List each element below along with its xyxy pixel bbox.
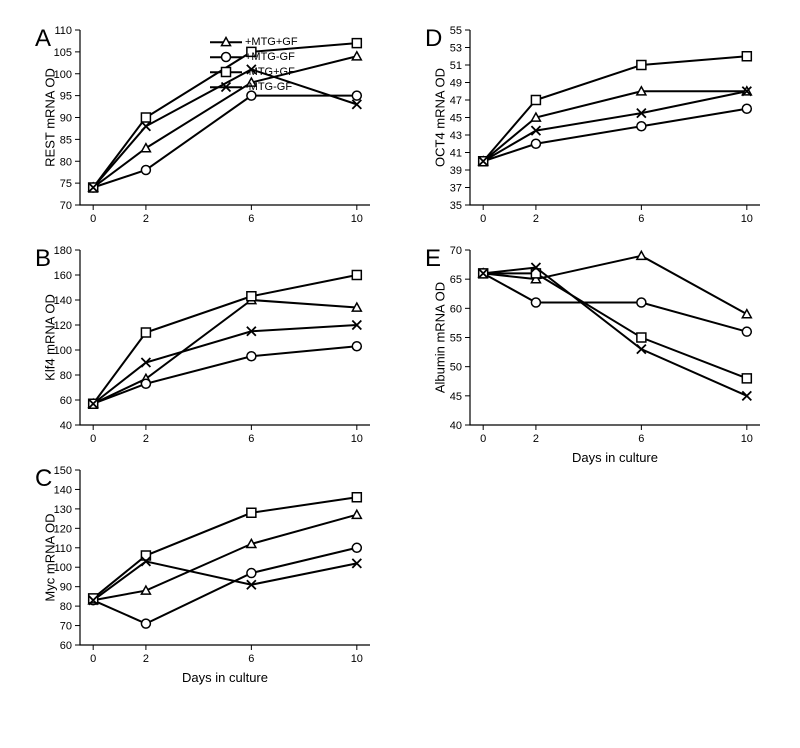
svg-text:110: 110	[54, 25, 72, 37]
svg-text:50: 50	[450, 362, 462, 374]
svg-text:150: 150	[54, 465, 72, 477]
svg-text:70: 70	[60, 200, 72, 212]
legend-label: +MTG-GF	[245, 51, 295, 63]
svg-text:41: 41	[450, 148, 462, 160]
svg-text:6: 6	[248, 653, 254, 665]
svg-text:140: 140	[54, 484, 72, 496]
svg-text:0: 0	[90, 653, 96, 665]
svg-text:40: 40	[60, 420, 72, 432]
svg-text:10: 10	[351, 213, 363, 225]
panel-label-A: A	[35, 25, 51, 53]
svg-text:55: 55	[450, 25, 462, 37]
svg-text:0: 0	[480, 433, 486, 445]
svg-text:180: 180	[54, 245, 72, 257]
legend-item: +MTG+GF	[210, 35, 298, 49]
svg-text:10: 10	[741, 213, 753, 225]
legend-label: +MTG+GF	[245, 36, 298, 48]
xlabel-E: Days in culture	[470, 450, 760, 465]
svg-text:80: 80	[60, 370, 72, 382]
svg-text:37: 37	[450, 183, 462, 195]
svg-text:55: 55	[450, 333, 462, 345]
svg-text:0: 0	[480, 213, 486, 225]
legend-item: -MTG-GF	[210, 80, 298, 94]
svg-text:2: 2	[533, 433, 539, 445]
svg-text:35: 35	[450, 200, 462, 212]
svg-text:40: 40	[450, 420, 462, 432]
svg-text:51: 51	[450, 60, 462, 72]
svg-text:6: 6	[248, 433, 254, 445]
svg-text:2: 2	[143, 213, 149, 225]
svg-text:85: 85	[60, 134, 72, 146]
legend-label: -MTG+GF	[245, 66, 295, 78]
ylabel-E: Albumin mRNA OD	[433, 277, 448, 397]
svg-text:45: 45	[450, 113, 462, 125]
panel-label-E: E	[425, 245, 441, 273]
svg-text:10: 10	[351, 433, 363, 445]
svg-text:10: 10	[351, 653, 363, 665]
svg-text:43: 43	[450, 130, 462, 142]
ylabel-C: Myc mRNA OD	[43, 497, 58, 617]
panel-label-D: D	[425, 25, 442, 53]
svg-text:0: 0	[90, 213, 96, 225]
legend-label: -MTG-GF	[245, 81, 292, 93]
legend-item: -MTG+GF	[210, 65, 298, 79]
legend-item: +MTG-GF	[210, 50, 298, 64]
svg-text:49: 49	[450, 78, 462, 90]
panel-label-B: B	[35, 245, 51, 273]
svg-text:2: 2	[533, 213, 539, 225]
svg-text:10: 10	[741, 433, 753, 445]
figure-root: 7075808590951001051100261040608010012014…	[10, 10, 800, 738]
svg-text:2: 2	[143, 653, 149, 665]
svg-text:6: 6	[248, 213, 254, 225]
svg-text:65: 65	[450, 274, 462, 286]
svg-text:70: 70	[60, 621, 72, 633]
xlabel-C: Days in culture	[80, 670, 370, 685]
svg-text:95: 95	[60, 91, 72, 103]
svg-text:6: 6	[638, 433, 644, 445]
legend-marker-circle-icon	[210, 51, 242, 63]
svg-text:75: 75	[60, 178, 72, 190]
svg-text:45: 45	[450, 391, 462, 403]
svg-text:60: 60	[60, 395, 72, 407]
svg-text:53: 53	[450, 43, 462, 55]
legend-marker-x-icon	[210, 81, 242, 93]
svg-text:47: 47	[450, 95, 462, 107]
svg-text:70: 70	[450, 245, 462, 257]
legend-marker-triangle-icon	[210, 36, 242, 48]
svg-text:80: 80	[60, 601, 72, 613]
panel-label-C: C	[35, 465, 52, 493]
svg-text:60: 60	[450, 303, 462, 315]
svg-text:39: 39	[450, 165, 462, 177]
ylabel-B: Klf4 mRNA OD	[43, 277, 58, 397]
legend: +MTG+GF +MTG-GF -MTG+GF -MTG-GF	[210, 35, 298, 95]
legend-marker-square-icon	[210, 66, 242, 78]
svg-text:2: 2	[143, 433, 149, 445]
svg-text:6: 6	[638, 213, 644, 225]
svg-text:60: 60	[60, 640, 72, 652]
svg-text:0: 0	[90, 433, 96, 445]
svg-text:90: 90	[60, 113, 72, 125]
ylabel-D: OCT4 mRNA OD	[433, 57, 448, 177]
svg-text:90: 90	[60, 582, 72, 594]
svg-text:80: 80	[60, 156, 72, 168]
ylabel-A: REST mRNA OD	[43, 57, 58, 177]
charts-svg: 7075808590951001051100261040608010012014…	[10, 10, 800, 738]
